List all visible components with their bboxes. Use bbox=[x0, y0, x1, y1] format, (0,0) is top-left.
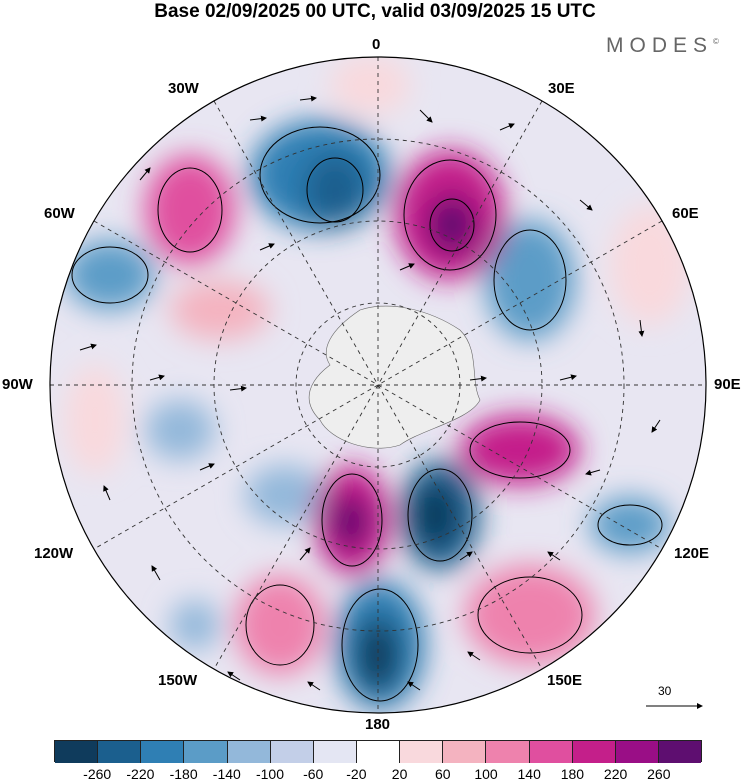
high-anomaly bbox=[465, 565, 595, 665]
colorbar-tick-label: -20 bbox=[346, 766, 367, 782]
colorbar-tick-label: 140 bbox=[517, 766, 541, 782]
colorbar-ticks: -260 -220 -180 -140 -100 -60 -20 20 60 100 140 180 2… bbox=[0, 766, 750, 783]
lon-label-120w: 120W bbox=[34, 545, 74, 562]
low-core bbox=[356, 617, 400, 693]
brand-logo: MODES© bbox=[606, 34, 719, 58]
low-anomaly bbox=[590, 497, 670, 553]
low-core bbox=[413, 483, 457, 547]
colorbar-bin bbox=[55, 741, 99, 763]
brand-mark: © bbox=[713, 37, 719, 46]
colorbar-bin bbox=[356, 741, 401, 763]
map-boundary bbox=[49, 56, 707, 714]
chart-title: Base 02/09/2025 00 UTC, valid 03/09/2025… bbox=[154, 1, 596, 22]
colorbar-bin bbox=[658, 741, 702, 763]
lon-label-0: 0 bbox=[372, 36, 381, 53]
high-anomaly bbox=[145, 155, 235, 265]
colorbar-bin bbox=[400, 741, 444, 763]
wind-vectors bbox=[79, 95, 661, 691]
lon-label-90w: 90W bbox=[2, 376, 33, 393]
lon-label-60w: 60W bbox=[44, 205, 75, 222]
low-anomaly bbox=[145, 400, 215, 460]
lon-label-30w: 30W bbox=[168, 80, 199, 97]
lon-label-150w: 150W bbox=[158, 672, 198, 689]
colorbar-bin bbox=[141, 741, 185, 763]
colorbar-tick-label: 260 bbox=[647, 766, 671, 782]
high-anomaly bbox=[610, 205, 690, 325]
colorbar-tick-label: -100 bbox=[255, 766, 285, 782]
anomaly-field bbox=[65, 57, 690, 710]
colorbar-bin bbox=[184, 741, 228, 763]
lon-label-60e: 60E bbox=[672, 205, 699, 222]
colorbar-bin bbox=[270, 741, 314, 763]
map-disc bbox=[50, 57, 706, 713]
lon-label-90e: 90E bbox=[714, 376, 741, 393]
lon-label-120e: 120E bbox=[674, 545, 710, 562]
reference-vector-label: 30 bbox=[658, 684, 672, 698]
high-anomaly bbox=[330, 57, 410, 115]
high-anomaly bbox=[460, 415, 580, 485]
polar-map bbox=[49, 56, 707, 714]
colorbar-bin bbox=[443, 741, 487, 763]
colorbar-tick-label: -180 bbox=[169, 766, 198, 782]
colorbar-bin bbox=[615, 741, 659, 763]
colorbar-bin bbox=[529, 741, 573, 763]
colorbar-tick-label: -140 bbox=[212, 766, 241, 782]
contour-lines bbox=[71, 126, 663, 702]
colorbar-tick-label: -220 bbox=[126, 766, 155, 782]
colorbar-tick-label: 60 bbox=[435, 766, 451, 782]
low-anomaly bbox=[65, 240, 155, 310]
colorbar-bin bbox=[486, 741, 530, 763]
colorbar-tick-label: 100 bbox=[474, 766, 498, 782]
high-anomaly bbox=[65, 365, 125, 475]
antarctica-landmass bbox=[308, 305, 481, 449]
colorbar-bin bbox=[572, 741, 616, 763]
colorbar-tick-label: 180 bbox=[560, 766, 585, 782]
high-anomaly bbox=[170, 280, 270, 340]
colorbar-tick-label: 220 bbox=[603, 766, 628, 782]
colorbar-tick-label: -60 bbox=[303, 766, 324, 782]
low-core bbox=[303, 152, 367, 228]
brand-text: MODES bbox=[606, 34, 714, 57]
colorbar-bin bbox=[313, 741, 357, 763]
colorbar-tick-label: 20 bbox=[391, 766, 408, 782]
low-anomaly bbox=[170, 600, 220, 650]
high-anomaly bbox=[235, 575, 325, 675]
graticule bbox=[50, 57, 706, 713]
colorbar-bin bbox=[98, 741, 142, 763]
lon-label-30e: 30E bbox=[548, 80, 575, 97]
colorbar-bin bbox=[227, 741, 271, 763]
high-core bbox=[427, 195, 477, 255]
low-anomaly bbox=[245, 465, 325, 525]
colorbar-tick-label: -260 bbox=[83, 766, 112, 782]
lon-label-150e: 150E bbox=[547, 672, 583, 689]
lon-label-180: 180 bbox=[365, 716, 391, 733]
colorbar bbox=[54, 740, 702, 763]
high-core bbox=[330, 494, 370, 550]
